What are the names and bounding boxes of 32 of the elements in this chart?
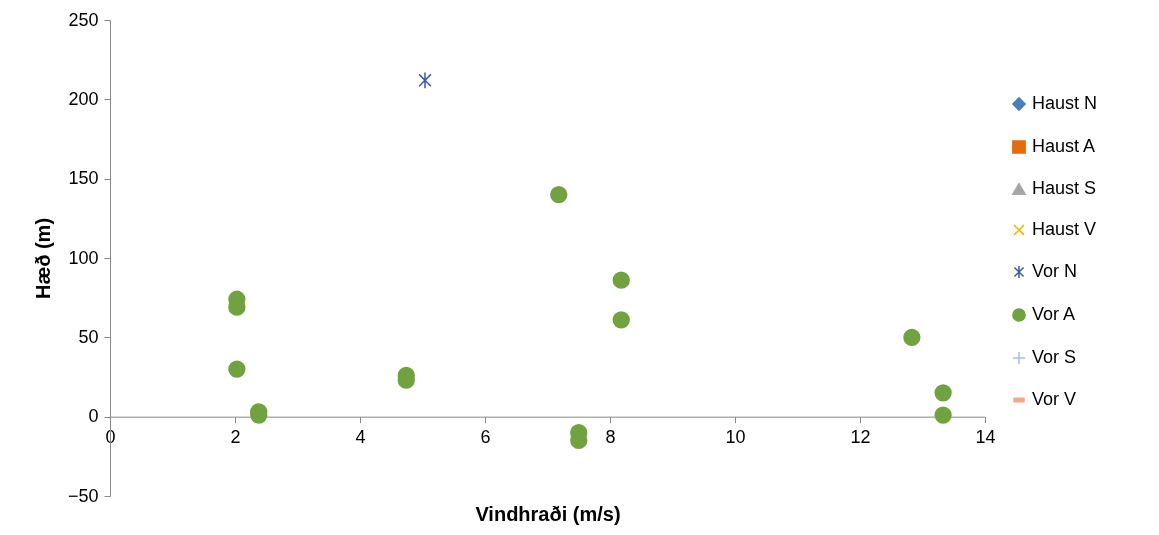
point (934, 406, 952, 424)
point (228, 360, 246, 378)
y-tick-label: 250 (68, 9, 99, 30)
x-tick-label: 4 (355, 427, 366, 448)
point (550, 185, 568, 204)
point (418, 71, 432, 89)
legend-label: Haust S (1032, 178, 1097, 198)
legend-label: Haust N (1032, 93, 1098, 113)
y-axis-title: Hæð (m) (31, 217, 54, 300)
point (612, 311, 630, 329)
x-tick-label: 8 (605, 427, 616, 448)
legend-label: Vor V (1032, 389, 1077, 409)
x-tick-label: 6 (480, 427, 491, 448)
y-tick-label: 150 (68, 168, 99, 189)
legend-label: Vor N (1032, 261, 1078, 281)
y-tick-label: 200 (68, 88, 99, 109)
y-tick-label: 100 (68, 247, 99, 268)
point (612, 271, 630, 289)
x-tick-label: 2 (230, 427, 241, 448)
x-tick-label: 14 (975, 427, 996, 448)
x-tick-label: 12 (850, 427, 871, 448)
point (934, 384, 952, 402)
legend-label: Haust A (1032, 136, 1096, 156)
legend-label: Vor A (1032, 304, 1076, 324)
y-tick-label: −50 (67, 485, 99, 506)
legend-label: Vor S (1032, 347, 1077, 367)
x-tick-label: 10 (725, 427, 746, 448)
point (903, 328, 921, 346)
y-tick-label: 50 (78, 326, 99, 347)
x-axis-title: Vindhraði (m/s) (475, 502, 621, 525)
legend-label: Haust V (1032, 219, 1097, 239)
y-tick-label: 0 (88, 406, 99, 427)
